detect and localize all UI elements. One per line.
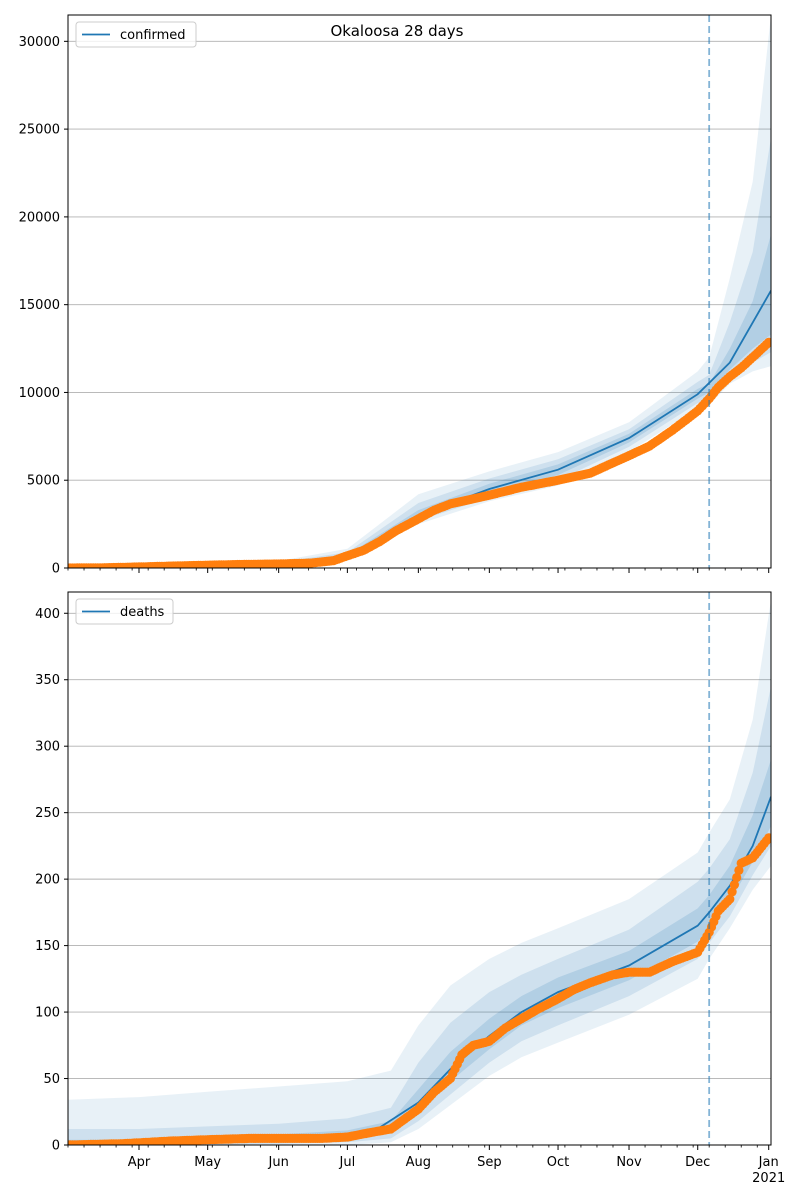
y-tick-label: 5000 — [27, 474, 60, 489]
x-tick-label: Nov — [616, 1155, 642, 1170]
uncertainty-band — [68, 686, 771, 1145]
plot-area — [68, 15, 771, 568]
y-tick-label: 50 — [43, 1072, 60, 1087]
y-tick-label: 200 — [35, 873, 60, 888]
axes-frame — [67, 14, 772, 569]
legend: deaths — [75, 598, 174, 625]
y-tick-label: 0 — [52, 1139, 60, 1154]
observed-point — [725, 894, 735, 904]
uncertainty-band — [68, 137, 771, 568]
axes-frame — [67, 591, 772, 1146]
observed-point — [764, 833, 771, 843]
observed-point — [727, 887, 737, 897]
x-tick-label: Apr — [128, 1155, 151, 1170]
x-tick-label: May — [194, 1155, 221, 1170]
x-tick-label: Jan — [758, 1155, 779, 1170]
y-tick-label: 15000 — [19, 298, 60, 313]
x-tick-label: Aug — [406, 1155, 431, 1170]
legend-label: deaths — [120, 605, 165, 620]
x-tick-label: Jul — [339, 1155, 356, 1170]
uncertainty-band — [68, 600, 771, 1145]
y-tick-label: 250 — [35, 806, 60, 821]
observed-point — [734, 865, 744, 876]
observed-point — [764, 337, 771, 347]
y-tick-label: 100 — [35, 1006, 60, 1021]
uncertainty-band — [68, 15, 771, 568]
legend: confirmed — [75, 21, 197, 48]
confirmed-panel: 0 5000 10000 15000 20000 25000 30000 confirmed — [19, 14, 772, 577]
legend-box — [75, 21, 197, 48]
y-tick-label: 350 — [35, 673, 60, 688]
chart-title: Okaloosa 28 days — [331, 22, 464, 40]
y-tick-label: 20000 — [19, 210, 60, 225]
deaths-panel: 0 50 100 150 200 250 300 350 400 Apr May Jun Jul Aug S… — [35, 591, 785, 1186]
x-tick-label: Oct — [547, 1155, 569, 1170]
y-tick-label: 10000 — [19, 386, 60, 401]
observed-point — [729, 880, 740, 890]
observed-point — [732, 872, 742, 883]
x-tick-label: Dec — [685, 1155, 710, 1170]
model-line — [68, 290, 771, 568]
y-tick-label: 150 — [35, 939, 60, 954]
x-year-label: 2021 — [752, 1171, 785, 1186]
x-tick-label: Jun — [268, 1155, 289, 1170]
plot-area — [68, 600, 771, 1145]
x-tick-label: Sep — [477, 1155, 502, 1170]
y-tick-label: 25000 — [19, 123, 60, 138]
y-tick-label: 30000 — [19, 35, 60, 50]
uncertainty-band — [68, 759, 771, 1145]
y-tick-label: 400 — [35, 607, 60, 622]
legend-label: confirmed — [120, 28, 186, 43]
y-tick-label: 0 — [52, 562, 60, 577]
y-tick-label: 300 — [35, 740, 60, 755]
legend-box — [75, 598, 174, 625]
